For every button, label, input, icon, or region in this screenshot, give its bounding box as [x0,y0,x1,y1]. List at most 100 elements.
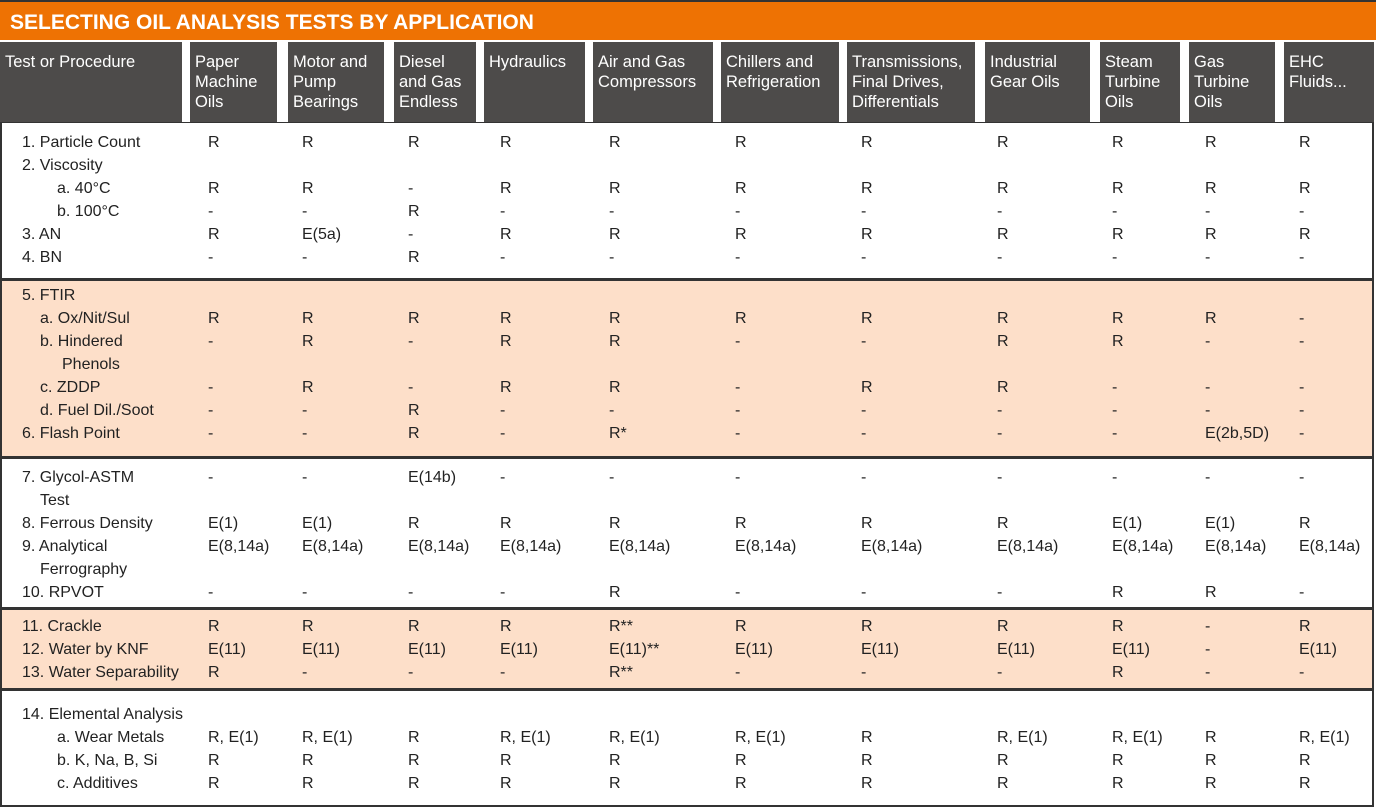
table-cell: R [1112,226,1124,243]
table-cell: R [997,752,1009,769]
row-label-continuation: Test [40,492,70,509]
table-cell: - [735,664,741,681]
table-cell: - [1112,379,1118,396]
table-cell: R [861,379,873,396]
table-cell: R [1112,134,1124,151]
table-cell: - [997,402,1003,419]
table-cell: - [1205,379,1211,396]
table-cell: - [609,469,615,486]
table-section: 1. Particle Count R R R R R R R R R R R 2. Viscosity… [0,122,1374,280]
table-cell: - [1299,584,1305,601]
table-cell: R [997,775,1009,792]
table-cell: R, E(1) [1299,729,1350,746]
table-cell: - [1299,664,1305,681]
table-cell: R, E(1) [609,729,660,746]
column-header: Transmissions, Final Drives, Differentia… [847,42,975,122]
table-cell: R [408,775,420,792]
column-header: Test or Procedure [0,42,182,122]
table-cell: E(8,14a) [735,538,797,555]
table-cell: R [609,333,621,350]
table-cell: - [997,249,1003,266]
table-cell: R [302,618,314,635]
table-cell: - [208,333,214,350]
table-cell: R [735,775,747,792]
table-cell: R [997,180,1009,197]
table-cell: - [997,469,1003,486]
table-cell: - [609,249,615,266]
table-cell: - [302,584,308,601]
table-cell: - [208,584,214,601]
table-cell: - [1112,249,1118,266]
table-cell: - [1205,641,1211,658]
table-cell: - [1205,203,1211,220]
table-cell: R [997,618,1009,635]
table-cell: R** [609,664,634,681]
table-cell: E(11) [1112,641,1150,658]
row-label: 6. Flash Point [22,425,120,442]
table-cell: R [861,310,873,327]
table-cell: R [208,310,220,327]
table-cell: R [1205,310,1217,327]
table-cell: - [1205,618,1211,635]
table-cell: - [500,425,506,442]
table-cell: - [1112,203,1118,220]
table-cell: - [861,469,867,486]
table-cell: - [302,402,308,419]
table-cell: R [609,226,621,243]
table-cell: R [208,180,220,197]
table-cell: R [302,134,314,151]
table-cell: E(14b) [408,469,457,486]
table-cell: R [1299,226,1311,243]
row-label: 2. Viscosity [22,157,103,174]
table-cell: R [408,618,420,635]
row-label: 12. Water by KNF [22,641,149,658]
table-cell: - [735,379,741,396]
table-cell: E(11) [1299,641,1337,658]
table-cell: R [1299,134,1311,151]
row-label-continuation: Phenols [62,356,120,373]
table-cell: R [208,664,220,681]
table-cell: R [1112,310,1124,327]
table-cell: R [408,402,420,419]
table-cell: E(8,14a) [1112,538,1174,555]
table-cell: R [1112,618,1124,635]
table-cell: R [1205,775,1217,792]
table-cell: R [1205,752,1217,769]
table-cell: R, E(1) [500,729,551,746]
row-label-continuation: Ferrography [40,561,128,578]
table-cell: R [609,775,621,792]
table-cell: R [997,333,1009,350]
table-cell: E(11) [997,641,1035,658]
row-label: b. K, Na, B, Si [57,752,158,769]
row-label: 4. BN [22,249,63,266]
row-label: 3. AN [22,226,62,243]
table-cell: R [735,226,747,243]
table-cell: E(1) [208,515,239,532]
table-cell: R [408,752,420,769]
table-cell: E(11) [861,641,899,658]
table-cell: E(1) [1205,515,1236,532]
table-cell: - [861,425,867,442]
table-cell: R [1205,584,1217,601]
table-cell: - [861,584,867,601]
table-cell: R [500,226,512,243]
row-label: 14. Elemental Analysis [22,706,183,723]
table-cell: R [997,310,1009,327]
table-cell: - [1299,469,1305,486]
table-title: SELECTING OIL ANALYSIS TESTS BY APPLICAT… [0,0,1376,40]
table-cell: R [1112,333,1124,350]
table-section: 5. FTIR a. Ox/Nit/Sul R R R R R R R R R R - b. Hinder… [0,280,1374,458]
table-cell: E(11) [302,641,340,658]
table-cell: - [408,180,414,197]
table-cell: R [500,134,512,151]
column-header: Chillers and Refrigeration [721,42,839,122]
table-cell: - [1299,333,1305,350]
row-label: 9. Analytical [22,538,108,555]
table-cell: R [997,134,1009,151]
table-cell: R [302,752,314,769]
table-cell: R [861,752,873,769]
table-cell: R [609,515,621,532]
row-label: c. ZDDP [40,379,101,396]
table-cell: - [1205,469,1211,486]
table-cell: R [408,425,420,442]
